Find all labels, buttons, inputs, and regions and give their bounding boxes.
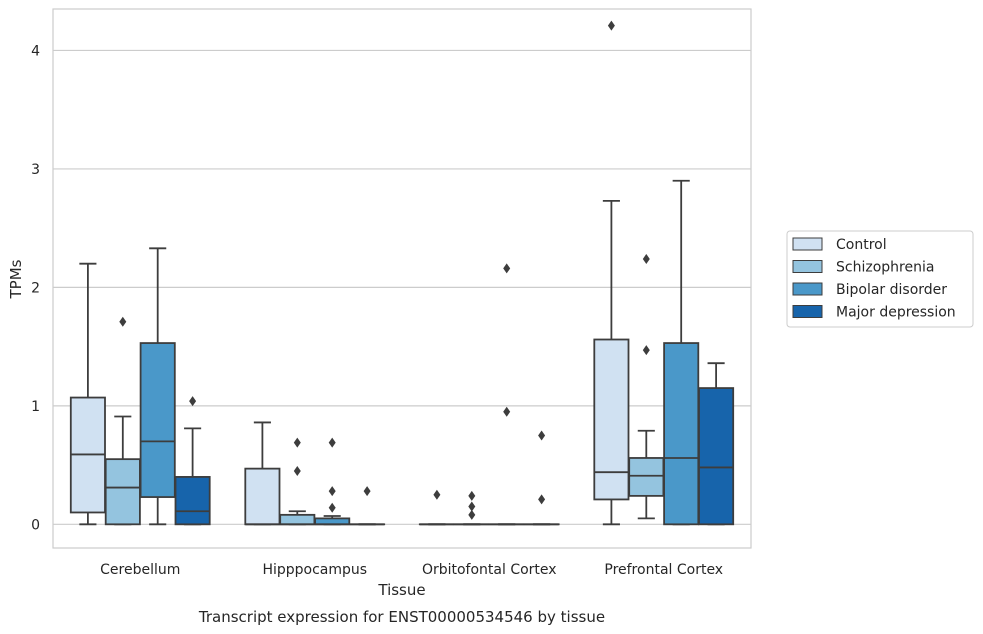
- x-tick-label: Prefrontal Cortex: [604, 562, 723, 578]
- outlier-point: [468, 501, 476, 512]
- box-schizophrenia: [279, 437, 316, 526]
- outlier-point: [642, 345, 650, 356]
- outlier-point: [433, 489, 441, 500]
- outlier-point: [328, 502, 336, 513]
- legend-swatch: [792, 237, 823, 251]
- x-tick-label: Hipppocampus: [262, 562, 367, 578]
- x-axis-label: Tissue: [377, 581, 425, 599]
- box-bipolar-disorder: [314, 437, 351, 526]
- legend-label: Control: [836, 237, 887, 253]
- legend-frame: [786, 230, 974, 328]
- box-bipolar-disorder: [139, 247, 176, 526]
- outlier-point: [189, 396, 197, 407]
- box-control: [69, 262, 106, 526]
- y-tick-label: 2: [31, 280, 40, 296]
- x-tick-labels: Cerebellum Hipppocampus Orbitofontal Corte…: [100, 562, 723, 578]
- legend-swatch: [792, 305, 823, 318]
- outlier-point: [503, 263, 511, 274]
- outlier-point: [468, 490, 476, 501]
- box-iqr: [244, 467, 281, 526]
- outlier-point: [642, 253, 650, 264]
- outlier-point: [293, 437, 301, 448]
- outlier-point: [328, 437, 336, 448]
- outlier-point: [468, 509, 476, 520]
- y-axis-label: TPMs: [7, 259, 25, 299]
- box-major-depression: [349, 486, 386, 526]
- chart-caption: Transcript expression for ENST0000053454…: [198, 608, 605, 626]
- legend-label: Bipolar disorder: [836, 282, 947, 298]
- legend: Control Schizophrenia Bipolar disorder Majo…: [786, 230, 974, 328]
- box-iqr: [174, 476, 211, 526]
- box-iqr: [104, 458, 141, 526]
- outlier-point: [538, 494, 546, 505]
- box-iqr: [698, 387, 735, 526]
- box-major-depression: [523, 430, 560, 526]
- x-tick-label: Cerebellum: [100, 562, 180, 578]
- outlier-point: [538, 430, 546, 441]
- box-iqr: [663, 342, 700, 526]
- box-iqr: [593, 338, 630, 501]
- outlier-point: [293, 466, 301, 476]
- plot-frame: [52, 8, 752, 549]
- y-tick-label: 0: [31, 517, 40, 533]
- box-iqr: [628, 457, 665, 497]
- outlier-point: [607, 20, 615, 31]
- y-tick-labels: 0 1 2 3 4: [31, 43, 40, 533]
- outlier-point: [328, 486, 336, 497]
- y-tick-label: 4: [31, 43, 40, 59]
- box-control: [593, 20, 630, 526]
- outlier-point: [503, 406, 511, 417]
- legend-label: Major depression: [836, 305, 956, 321]
- outlier-point: [119, 316, 127, 327]
- box-iqr: [279, 513, 316, 526]
- box-iqr: [139, 342, 176, 498]
- boxes: [69, 20, 735, 526]
- legend-swatch: [792, 282, 823, 296]
- y-tick-label: 1: [31, 399, 40, 415]
- x-tick-label: Orbitofontal Cortex: [422, 562, 557, 578]
- legend-swatch: [792, 260, 823, 273]
- box-schizophrenia: [628, 253, 665, 520]
- box-major-depression: [174, 396, 211, 526]
- box-control: [244, 421, 281, 526]
- y-tick-label: 3: [31, 162, 40, 178]
- outlier-point: [363, 486, 371, 497]
- box-major-depression: [698, 362, 735, 526]
- legend-label: Schizophrenia: [836, 260, 934, 276]
- box-bipolar-disorder: [663, 179, 700, 526]
